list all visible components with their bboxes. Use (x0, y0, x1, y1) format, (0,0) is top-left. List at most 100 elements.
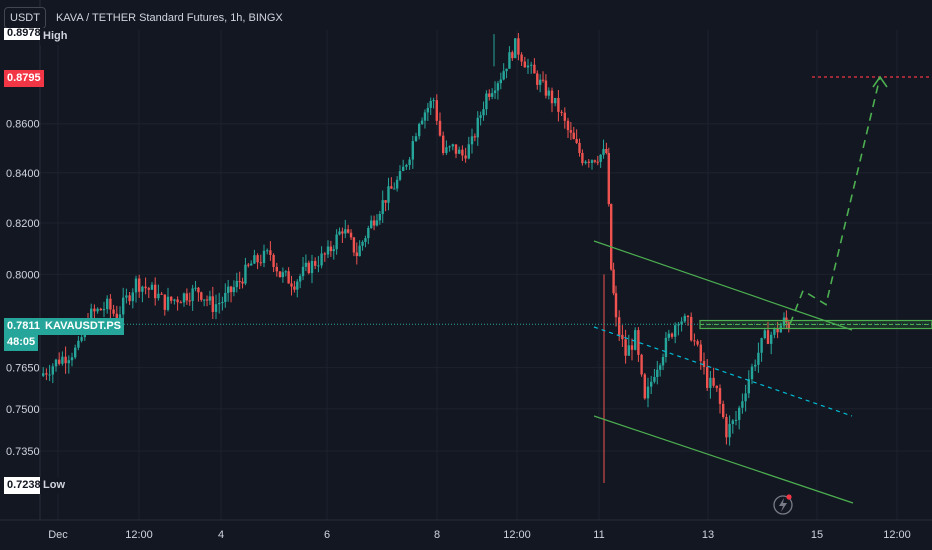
candle-body (329, 246, 333, 252)
candle-body (499, 79, 502, 84)
candle-body (667, 333, 670, 338)
x-tick-label: 12:00 (125, 529, 153, 541)
candle-body (275, 267, 278, 272)
candle-body (393, 188, 396, 190)
x-tick-label: 11 (593, 529, 604, 541)
candle-body (298, 276, 302, 282)
candle-body (326, 246, 330, 255)
candle-body (93, 308, 96, 312)
candle-body (211, 296, 214, 312)
candle-body (293, 286, 296, 290)
candle-body (296, 281, 299, 290)
candle-body (607, 152, 610, 205)
candle-body (763, 330, 766, 339)
candle-body (514, 38, 517, 59)
candle-body (61, 356, 64, 364)
candle-body (214, 304, 218, 312)
candle-body (653, 376, 656, 382)
candle-body (690, 316, 693, 341)
candle-body (757, 352, 760, 365)
candle-body (637, 330, 640, 355)
y-tick-label: 0.8000 (6, 269, 40, 281)
candle-body (624, 339, 627, 356)
candle-body (332, 249, 335, 252)
candle-body (473, 136, 477, 138)
candle-body (482, 109, 485, 116)
candle-body (144, 286, 147, 289)
candle-body (505, 68, 508, 72)
candle-body (185, 293, 189, 301)
candle-body (150, 284, 154, 290)
candle-body (618, 317, 621, 335)
candle-body (361, 241, 364, 246)
candle-body (320, 253, 323, 266)
candle-body (272, 254, 275, 268)
candle-body (90, 308, 93, 324)
candle-body (536, 73, 539, 85)
candle-body (241, 281, 244, 284)
candle-body (235, 280, 238, 288)
candle-body (627, 345, 630, 356)
candle-body (442, 135, 445, 154)
candle-body (287, 271, 290, 284)
candle-body (221, 301, 224, 304)
y-axis: 0.8600 0.8400 0.8200 0.8000 0.7650 0.7500 0.73… (6, 119, 40, 458)
x-tick-label: 15 (811, 529, 823, 541)
candle-body (722, 403, 725, 418)
grid (0, 0, 932, 521)
candle-body (664, 337, 668, 357)
candle-body (54, 359, 58, 367)
candle-body (787, 322, 790, 329)
candle-body (290, 283, 293, 287)
candle-body (621, 334, 624, 340)
currency-button[interactable]: USDT (4, 7, 46, 29)
candle-body (747, 379, 750, 394)
candle-body (256, 255, 259, 263)
candle-body (766, 330, 770, 344)
candle-body (718, 388, 722, 404)
candle-body (670, 333, 674, 337)
candle-body (709, 377, 712, 388)
candle-body (202, 299, 206, 301)
candle-body (614, 293, 618, 318)
current-price-tag: 0.7811 (4, 318, 44, 335)
candle-body (381, 200, 384, 215)
x-tick-label: 8 (434, 529, 440, 541)
candle-body (508, 52, 511, 69)
y-tick-label: 0.8200 (6, 218, 40, 230)
candle-body (541, 79, 545, 81)
candle-body (335, 234, 338, 250)
candle-body (200, 292, 203, 300)
candle-body (367, 228, 370, 239)
candle-body (760, 338, 763, 353)
candle-body (738, 407, 741, 420)
candle-body (435, 100, 438, 121)
candle-body (496, 83, 500, 91)
candle-body (593, 160, 597, 162)
candle-body (173, 299, 176, 301)
candle-body (550, 90, 554, 104)
candle-body (464, 155, 467, 159)
candle-body (569, 130, 573, 133)
candle-body (147, 288, 150, 290)
candle-body (461, 149, 464, 156)
candle-body (479, 115, 482, 118)
candle-body (523, 61, 526, 68)
candle-body (520, 54, 523, 62)
candle-body (702, 361, 706, 367)
candle-body (470, 136, 474, 145)
candle-body (398, 171, 402, 180)
y-tick-label: 0.8600 (6, 119, 40, 131)
candle-body (208, 296, 212, 301)
candle-body (310, 260, 314, 274)
candle-body (188, 300, 191, 302)
candle-body (160, 293, 163, 295)
candle-body (163, 294, 166, 310)
candle-body (118, 314, 122, 321)
candle-body (493, 90, 497, 94)
lightning-icon[interactable] (773, 494, 793, 515)
candle-body (45, 373, 48, 375)
x-tick-label: 12:00 (883, 529, 911, 541)
candle-body (250, 263, 253, 266)
